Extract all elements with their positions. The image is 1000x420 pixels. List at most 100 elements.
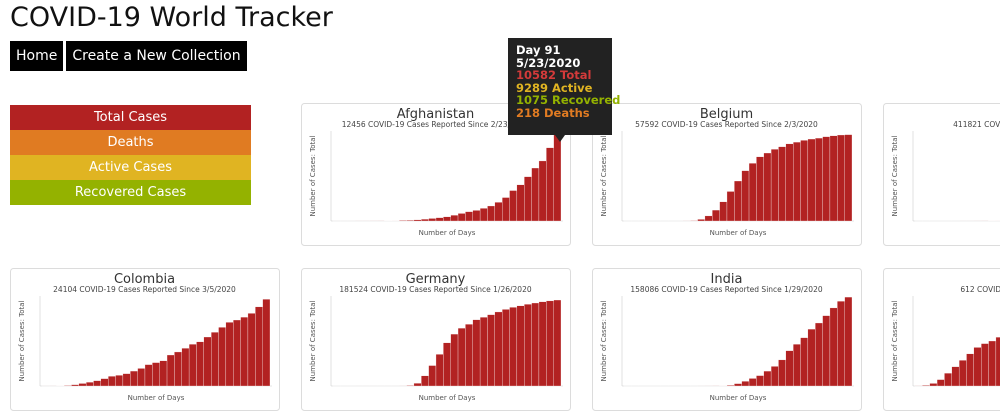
bar	[166, 354, 175, 387]
card-title: Colombia	[114, 272, 175, 287]
bar	[450, 333, 459, 387]
bar	[472, 210, 481, 222]
tooltip-line: 9289 Active	[516, 80, 593, 95]
bar	[844, 296, 853, 387]
bar	[516, 184, 525, 222]
bar	[457, 327, 466, 387]
nav-button[interactable]: Home	[10, 41, 64, 71]
bar	[778, 146, 786, 222]
bar	[435, 354, 444, 387]
y-axis-label: Number of Cases: Total	[309, 135, 317, 216]
legend-item[interactable]: Deaths	[10, 130, 251, 155]
card-subtitle: 12456 COVID-19 Cases Reported Since 2/23…	[342, 120, 530, 129]
bar	[822, 136, 831, 222]
bar	[756, 375, 764, 387]
bar	[122, 373, 131, 387]
bar	[240, 316, 249, 387]
bar	[988, 340, 997, 387]
bar	[844, 134, 853, 222]
bar	[406, 220, 415, 222]
legend-item[interactable]: Active Cases	[10, 155, 251, 180]
bar	[465, 211, 473, 222]
tooltip-line: 1075 Recovered	[516, 93, 621, 107]
bar	[936, 379, 945, 387]
nav-bar: Home Create a New Collection	[10, 41, 247, 71]
bar	[741, 170, 750, 222]
bar	[174, 351, 182, 387]
bar	[815, 137, 823, 222]
bar	[494, 202, 503, 222]
y-axis-label: Number of Cases: Total	[600, 135, 608, 216]
bar	[188, 344, 197, 387]
nav-button[interactable]: Create a New Collection	[66, 41, 247, 71]
bar	[973, 347, 982, 387]
card-subtitle: 57592 COVID-19 Cases Reported Since 2/3/…	[635, 120, 818, 129]
y-axis-label: Number of Cases: Total	[891, 300, 899, 381]
bar	[413, 383, 422, 387]
country-card[interactable]: Ma612 COVID-19 Cases ReportedNumber of C…	[883, 268, 1000, 411]
bar	[421, 375, 429, 387]
tooltip-line: Day 91	[516, 43, 561, 57]
bar	[734, 383, 742, 387]
x-axis-label: Number of Days	[128, 394, 185, 402]
bar	[443, 216, 451, 222]
bar	[487, 314, 495, 387]
bar	[211, 332, 219, 387]
x-axis-label: Number of Days	[710, 229, 767, 237]
bar	[741, 381, 750, 387]
card-subtitle: 411821 COVID-19 Cases Reported	[953, 120, 1000, 129]
bar	[63, 385, 72, 387]
bar	[719, 201, 728, 222]
bar	[100, 378, 109, 387]
bar	[734, 180, 742, 222]
card-title: Belgium	[700, 107, 753, 122]
bar	[181, 348, 190, 387]
bar	[763, 370, 772, 387]
card-frame	[883, 103, 1000, 246]
bar	[778, 359, 786, 387]
bar	[509, 190, 518, 222]
country-card[interactable]: 411821 COVID-19 Cases Reported Number of …	[883, 103, 1000, 246]
bar	[756, 156, 764, 222]
card-subtitle: 181524 COVID-19 Cases Reported Since 1/2…	[339, 285, 531, 294]
bar	[450, 215, 459, 222]
bar	[553, 134, 562, 222]
bar	[516, 305, 525, 387]
bar	[793, 141, 801, 222]
y-axis-label: Number of Cases: Total	[600, 300, 608, 381]
bar	[472, 319, 481, 387]
bar	[144, 364, 153, 387]
bar	[479, 317, 488, 387]
bar	[115, 375, 124, 387]
bar	[137, 368, 146, 387]
bar	[502, 309, 510, 387]
bar	[428, 365, 437, 387]
card-title: India	[711, 272, 743, 287]
bar	[726, 385, 735, 387]
bar	[995, 336, 1000, 387]
legend-item[interactable]: Total Cases	[10, 105, 251, 130]
bar	[815, 322, 823, 387]
card-subtitle: 612 COVID-19 Cases Reported	[960, 285, 1000, 294]
legend-item[interactable]: Recovered Cases	[10, 180, 251, 205]
bar	[785, 350, 794, 387]
tooltip-line: 10582 Total	[516, 68, 592, 82]
page-title: COVID-19 World Tracker	[10, 2, 333, 33]
bar	[78, 383, 87, 387]
bar	[553, 299, 562, 387]
bar	[837, 301, 845, 387]
bar	[546, 147, 554, 222]
bar	[494, 311, 503, 387]
bar	[509, 307, 518, 387]
y-axis-label: Number of Cases: Total	[18, 300, 26, 381]
bar	[130, 370, 138, 387]
bar	[829, 307, 838, 387]
y-axis-label: Number of Cases: Total	[891, 135, 899, 216]
bar	[203, 336, 212, 387]
